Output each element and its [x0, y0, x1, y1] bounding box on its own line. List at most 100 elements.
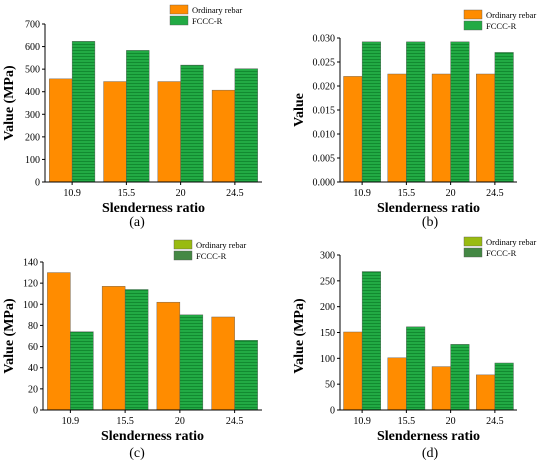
legend-swatch — [173, 239, 193, 250]
y-tick-label: 100 — [23, 300, 38, 311]
ordinary-bar-24.5 — [211, 316, 235, 411]
y-tick-label: 500 — [25, 65, 40, 76]
x-axis-label: Slenderness ratio — [377, 201, 480, 216]
panel-label: (c) — [129, 446, 145, 461]
legend-label: FCCC-R — [486, 248, 517, 258]
ordinary-bar-10.9 — [343, 331, 363, 411]
x-tick-label: 24.5 — [226, 416, 244, 427]
x-axis-label: Slenderness ratio — [102, 201, 205, 216]
y-tick-label: 250 — [320, 276, 335, 287]
ordinary-bar-15.5 — [101, 286, 126, 411]
x-tick-label: 15.5 — [116, 416, 134, 427]
fccc-bar-24.5 — [234, 68, 258, 183]
y-tick-label: 300 — [25, 110, 40, 121]
y-axis-label: Value — [292, 93, 307, 127]
y-tick-label: 400 — [25, 87, 40, 98]
fccc-bar-10.9 — [71, 41, 96, 183]
x-tick-label: 20 — [446, 416, 456, 427]
x-tick-label: 10.9 — [353, 416, 371, 427]
y-tick-label: 50 — [325, 380, 335, 391]
y-tick-label: 0.025 — [313, 58, 336, 69]
fccc-bar-24.5 — [494, 362, 514, 411]
x-tick-label: 15.5 — [398, 416, 416, 427]
y-axis-label: Value (MPa) — [292, 298, 307, 374]
ordinary-bar-20 — [156, 301, 181, 411]
y-tick-label: 60 — [28, 342, 38, 353]
legend-swatch — [463, 236, 483, 247]
y-tick-label: 140 — [23, 258, 38, 269]
legend-label: Ordinary rebar — [486, 237, 536, 247]
fccc-bar-20 — [179, 314, 204, 411]
y-tick-label: 0.005 — [313, 154, 336, 165]
x-tick-label: 24.5 — [226, 188, 244, 199]
x-tick-label: 24.5 — [486, 188, 504, 199]
panel-label: (b) — [422, 215, 439, 230]
ordinary-bar-15.5 — [387, 357, 407, 411]
chart-panel-4: 10.9 15.5 20 24.5 0 50 100 150 200 250 300 Slendern… — [292, 236, 536, 461]
y-tick-label: 0.015 — [313, 106, 336, 117]
legend-swatch — [463, 247, 483, 258]
y-tick-label: 0.000 — [313, 178, 336, 189]
y-tick-label: 200 — [25, 132, 40, 143]
legend-label: Ordinary rebar — [486, 10, 536, 20]
legend-label: FCCC-R — [196, 251, 227, 261]
legend-label: Ordinary rebar — [192, 5, 242, 15]
y-tick-label: 0.030 — [313, 34, 336, 45]
legend-swatch — [463, 20, 483, 31]
y-tick-label: 150 — [320, 328, 335, 339]
panel-label: (a) — [129, 215, 145, 230]
legend-swatch — [173, 250, 193, 261]
ordinary-bar-10.9 — [49, 78, 73, 183]
legend-swatch — [169, 4, 189, 15]
y-tick-label: 0 — [33, 406, 38, 417]
y-tick-label: 40 — [28, 363, 38, 374]
y-tick-label: 700 — [25, 20, 40, 31]
y-tick-label: 80 — [28, 321, 38, 332]
chart-panel-1: 10.9 15.5 20 24.5 0 100 200 300 400 500 600 700 Slen… — [2, 4, 262, 230]
x-tick-label: 10.9 — [63, 188, 81, 199]
legend-swatch — [169, 15, 189, 26]
legend-label: Ordinary rebar — [196, 240, 246, 250]
y-tick-label: 600 — [25, 42, 40, 53]
legend-label: FCCC-R — [486, 21, 517, 31]
x-tick-label: 20 — [446, 188, 456, 199]
y-axis-label: Value (MPa) — [2, 298, 17, 374]
fccc-bar-15.5 — [126, 50, 150, 183]
y-tick-label: 0.010 — [313, 130, 336, 141]
ordinary-bar-20 — [431, 73, 451, 183]
fccc-bar-20 — [450, 344, 470, 411]
ordinary-bar-20 — [431, 366, 451, 411]
x-tick-label: 24.5 — [486, 416, 504, 427]
fccc-bar-10.9 — [361, 41, 381, 183]
chart-panel-2: 10.9 15.5 20 24.5 0.000 0.005 0.010 0.015 0.020 0… — [292, 9, 536, 230]
y-axis-label: Value (MPa) — [2, 65, 17, 141]
y-tick-label: 100 — [25, 155, 40, 166]
fccc-bar-15.5 — [124, 289, 149, 411]
x-tick-label: 15.5 — [398, 188, 416, 199]
fccc-bar-15.5 — [406, 326, 426, 411]
legend-label: FCCC-R — [192, 16, 223, 26]
fccc-bar-10.9 — [70, 331, 94, 411]
ordinary-bar-24.5 — [476, 73, 496, 183]
y-tick-label: 20 — [28, 384, 38, 395]
fccc-bar-24.5 — [234, 340, 258, 411]
ordinary-bar-20 — [157, 81, 181, 183]
x-tick-label: 20 — [175, 416, 185, 427]
ordinary-bar-15.5 — [387, 73, 407, 183]
x-axis-label: Slenderness ratio — [101, 429, 204, 444]
ordinary-bar-24.5 — [211, 89, 236, 183]
ordinary-bar-15.5 — [103, 81, 127, 183]
y-tick-label: 200 — [320, 302, 335, 313]
x-axis-label: Slenderness ratio — [377, 429, 480, 444]
x-tick-label: 10.9 — [353, 188, 371, 199]
panel-label: (d) — [422, 446, 439, 461]
y-tick-label: 120 — [23, 279, 38, 290]
fccc-bar-15.5 — [406, 41, 426, 183]
y-tick-label: 0.020 — [313, 82, 336, 93]
x-tick-label: 10.9 — [62, 416, 80, 427]
legend-swatch — [463, 9, 483, 20]
ordinary-bar-10.9 — [343, 76, 363, 183]
ordinary-bar-24.5 — [476, 374, 496, 411]
y-tick-label: 0 — [330, 406, 335, 417]
